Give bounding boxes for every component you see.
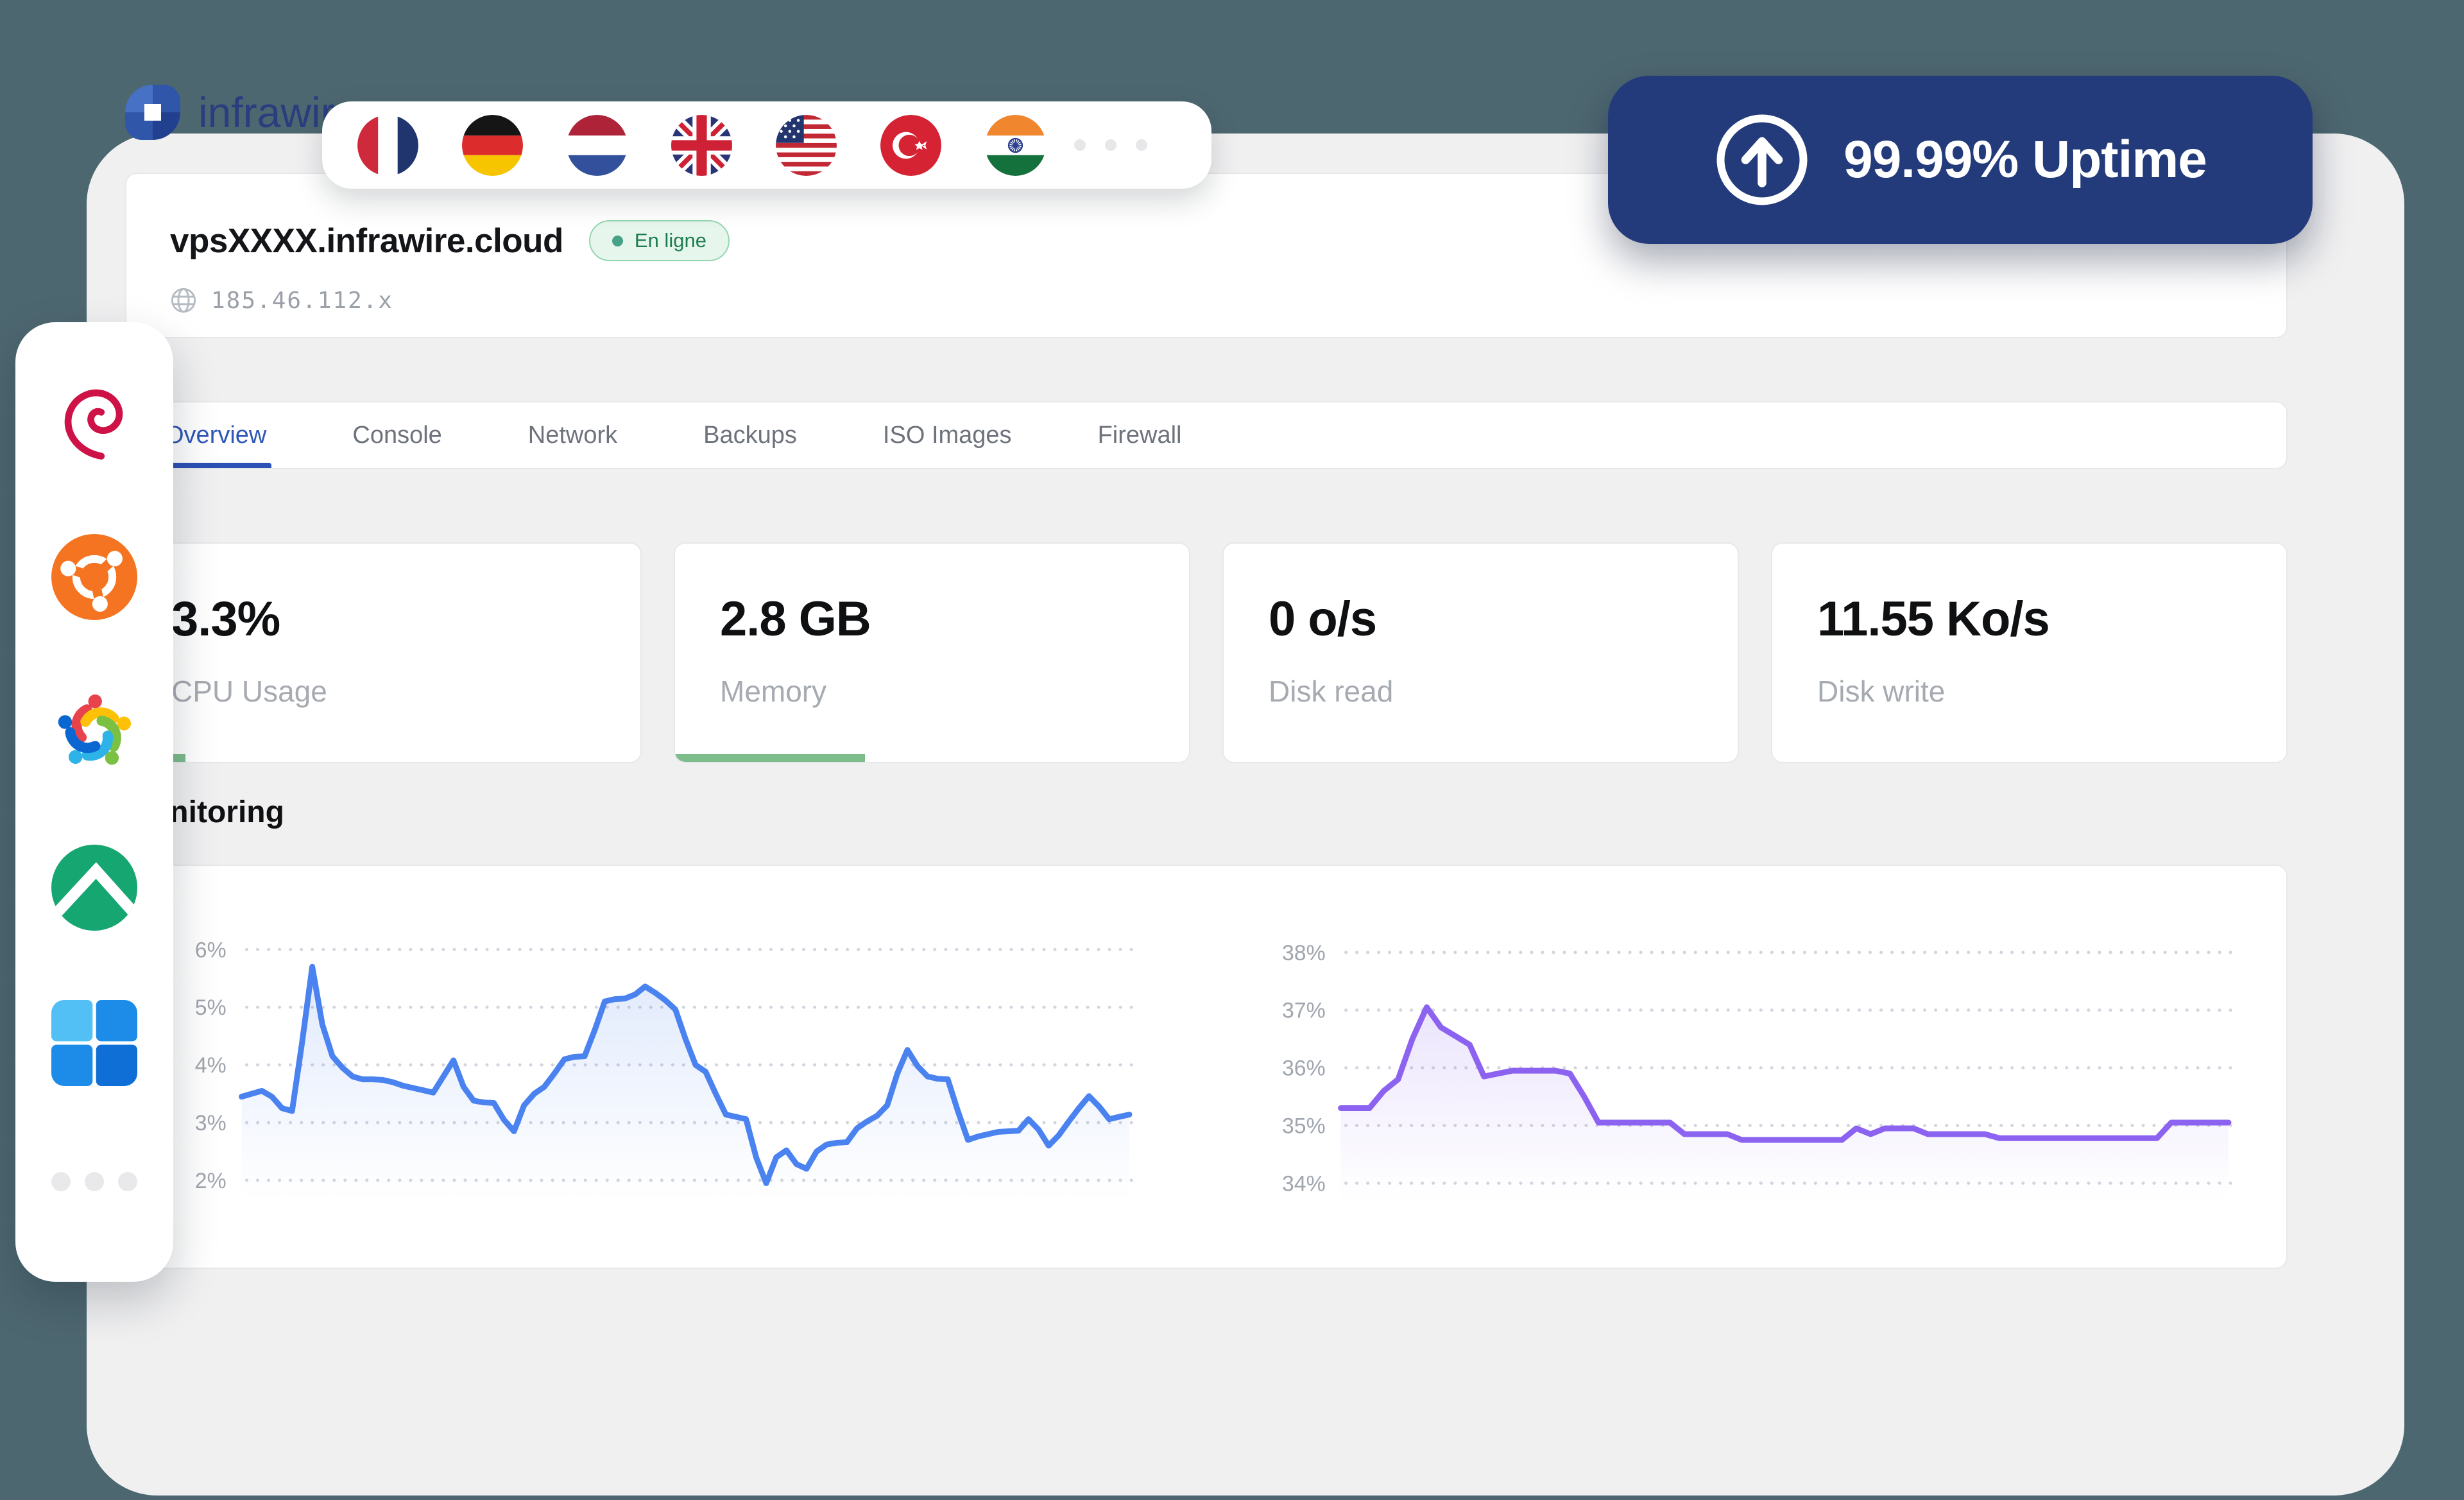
y-axis-tick: 3% (195, 1111, 227, 1135)
sidebar-os-almalinux[interactable] (51, 689, 137, 775)
tab-console[interactable]: Console (352, 421, 442, 449)
flags-more-dot-icon (1105, 139, 1116, 151)
tab-backups[interactable]: Backups (703, 421, 797, 449)
y-axis-tick: 38% (1282, 941, 1326, 965)
status-badge: En ligne (588, 220, 730, 261)
uptime-badge: 99.99% Uptime (1608, 76, 2313, 244)
memory-usage-chart: 38% 37% 36% 35% 34% (1282, 941, 2234, 1201)
stat-progress-bar (675, 754, 866, 762)
series-line (1338, 1004, 2232, 1143)
sidebar-os-ubuntu[interactable] (51, 534, 137, 620)
flags-row (357, 114, 1046, 176)
stat-card-disk-read: 0 o/s Disk read (1222, 542, 1739, 763)
series-line (239, 963, 1133, 1186)
flags-more-dots[interactable] (1074, 139, 1147, 151)
stat-label: Memory (720, 675, 827, 708)
flag-netherlands-icon[interactable] (567, 114, 628, 176)
tab-overview[interactable]: Overview (160, 402, 272, 468)
sidebar-more-dot-icon (118, 1172, 137, 1191)
flag-india-icon[interactable] (985, 114, 1046, 176)
flag-france-icon[interactable] (357, 114, 418, 176)
infrawire-logo-icon (125, 85, 180, 140)
y-axis-tick: 34% (1282, 1171, 1326, 1196)
sidebar-os-rocky[interactable] (51, 845, 137, 931)
sidebar-more-dot-icon (51, 1172, 71, 1191)
sidebar-os-windows[interactable] (51, 1000, 137, 1086)
uptime-label: 99.99% Uptime (1844, 130, 2207, 189)
area-fill (1340, 1007, 2229, 1201)
flag-turkey-icon[interactable] (880, 114, 941, 176)
y-axis-tick: 5% (195, 996, 227, 1020)
status-dot-icon (612, 235, 623, 246)
flags-more-dot-icon (1136, 139, 1147, 151)
flag-usa-icon[interactable] (776, 114, 837, 176)
y-axis-tick: 37% (1282, 999, 1326, 1023)
y-axis-tick: 4% (195, 1053, 227, 1078)
tabs-bar: Overview Console Network Backups ISO Images F… (125, 401, 2288, 469)
language-flags-pill (322, 101, 1211, 189)
stat-value: 3.3% (171, 592, 280, 646)
y-axis-tick: 35% (1282, 1114, 1326, 1138)
cpu-usage-chart: 6% 5% 4% 3% 2% (195, 938, 1135, 1201)
arrow-up-circle-icon (1714, 112, 1810, 208)
stat-value: 11.55 Ko/s (1817, 592, 2050, 646)
os-list (51, 379, 137, 1155)
stat-label: CPU Usage (171, 675, 327, 708)
tab-firewall[interactable]: Firewall (1097, 421, 1182, 449)
stat-card-disk-write: 11.55 Ko/s Disk write (1771, 542, 2288, 763)
y-axis-tick: 2% (195, 1169, 227, 1193)
cpu-usage-chart-block: 6% 5% 4% 3% 2% (178, 906, 1136, 1242)
server-ip: 185.46.112.x (211, 287, 394, 314)
sidebar-os-debian[interactable] (51, 379, 137, 465)
stat-card-memory: 2.8 GB Memory (674, 542, 1190, 763)
stat-card-cpu-usage: 3.3% CPU Usage (125, 542, 642, 763)
server-hostname: vpsXXXX.infrawire.cloud (170, 221, 563, 260)
area-fill (241, 967, 1130, 1201)
tab-network[interactable]: Network (527, 421, 618, 449)
monitoring-chart-card: 6% 5% 4% 3% 2% 38% 37% 36% 35% 34% (125, 865, 2288, 1269)
y-axis-tick: 6% (195, 938, 227, 962)
flag-uk-icon[interactable] (671, 114, 732, 176)
os-sidebar (15, 322, 173, 1282)
flag-germany-icon[interactable] (462, 114, 523, 176)
memory-usage-chart-block: 38% 37% 36% 35% 34% (1277, 906, 2235, 1242)
stat-label: Disk write (1817, 675, 1946, 708)
stat-value: 0 o/s (1269, 592, 1377, 646)
tab-iso-images[interactable]: ISO Images (882, 421, 1012, 449)
y-axis-tick: 36% (1282, 1056, 1326, 1081)
stat-label: Disk read (1269, 675, 1394, 708)
brand: infrawire (125, 85, 358, 140)
sidebar-more-dots[interactable] (51, 1172, 137, 1191)
stats-row: 3.3% CPU Usage 2.8 GB Memory 0 o/s Disk read 1… (125, 542, 2288, 763)
flags-more-dot-icon (1074, 139, 1086, 151)
status-label: En ligne (634, 229, 706, 252)
stat-value: 2.8 GB (720, 592, 871, 646)
globe-icon (170, 287, 197, 314)
sidebar-more-dot-icon (85, 1172, 104, 1191)
